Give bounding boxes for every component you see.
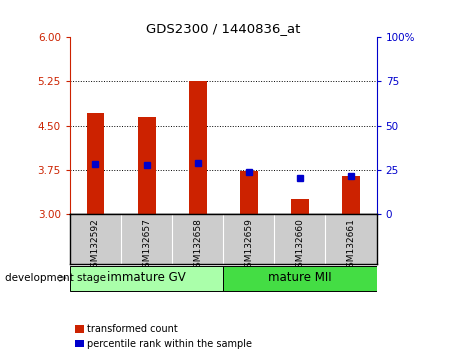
Bar (342, 176, 360, 214)
Bar (291, 199, 309, 214)
Bar (240, 171, 258, 214)
Text: immature GV: immature GV (107, 271, 186, 284)
Text: mature MII: mature MII (268, 271, 332, 284)
Legend: transformed count, percentile rank within the sample: transformed count, percentile rank withi… (75, 324, 253, 349)
Text: GSM132658: GSM132658 (193, 218, 202, 273)
Text: development stage: development stage (5, 273, 106, 283)
Bar (189, 81, 207, 214)
Bar (87, 113, 105, 214)
Title: GDS2300 / 1440836_at: GDS2300 / 1440836_at (146, 22, 300, 35)
Text: GSM132659: GSM132659 (244, 218, 253, 273)
Bar (70, 266, 223, 291)
Text: GSM132660: GSM132660 (295, 218, 304, 273)
Text: GSM132661: GSM132661 (346, 218, 355, 273)
Bar (223, 266, 377, 291)
Text: GSM132657: GSM132657 (142, 218, 151, 273)
Text: GSM132592: GSM132592 (91, 218, 100, 273)
Bar (138, 117, 156, 214)
